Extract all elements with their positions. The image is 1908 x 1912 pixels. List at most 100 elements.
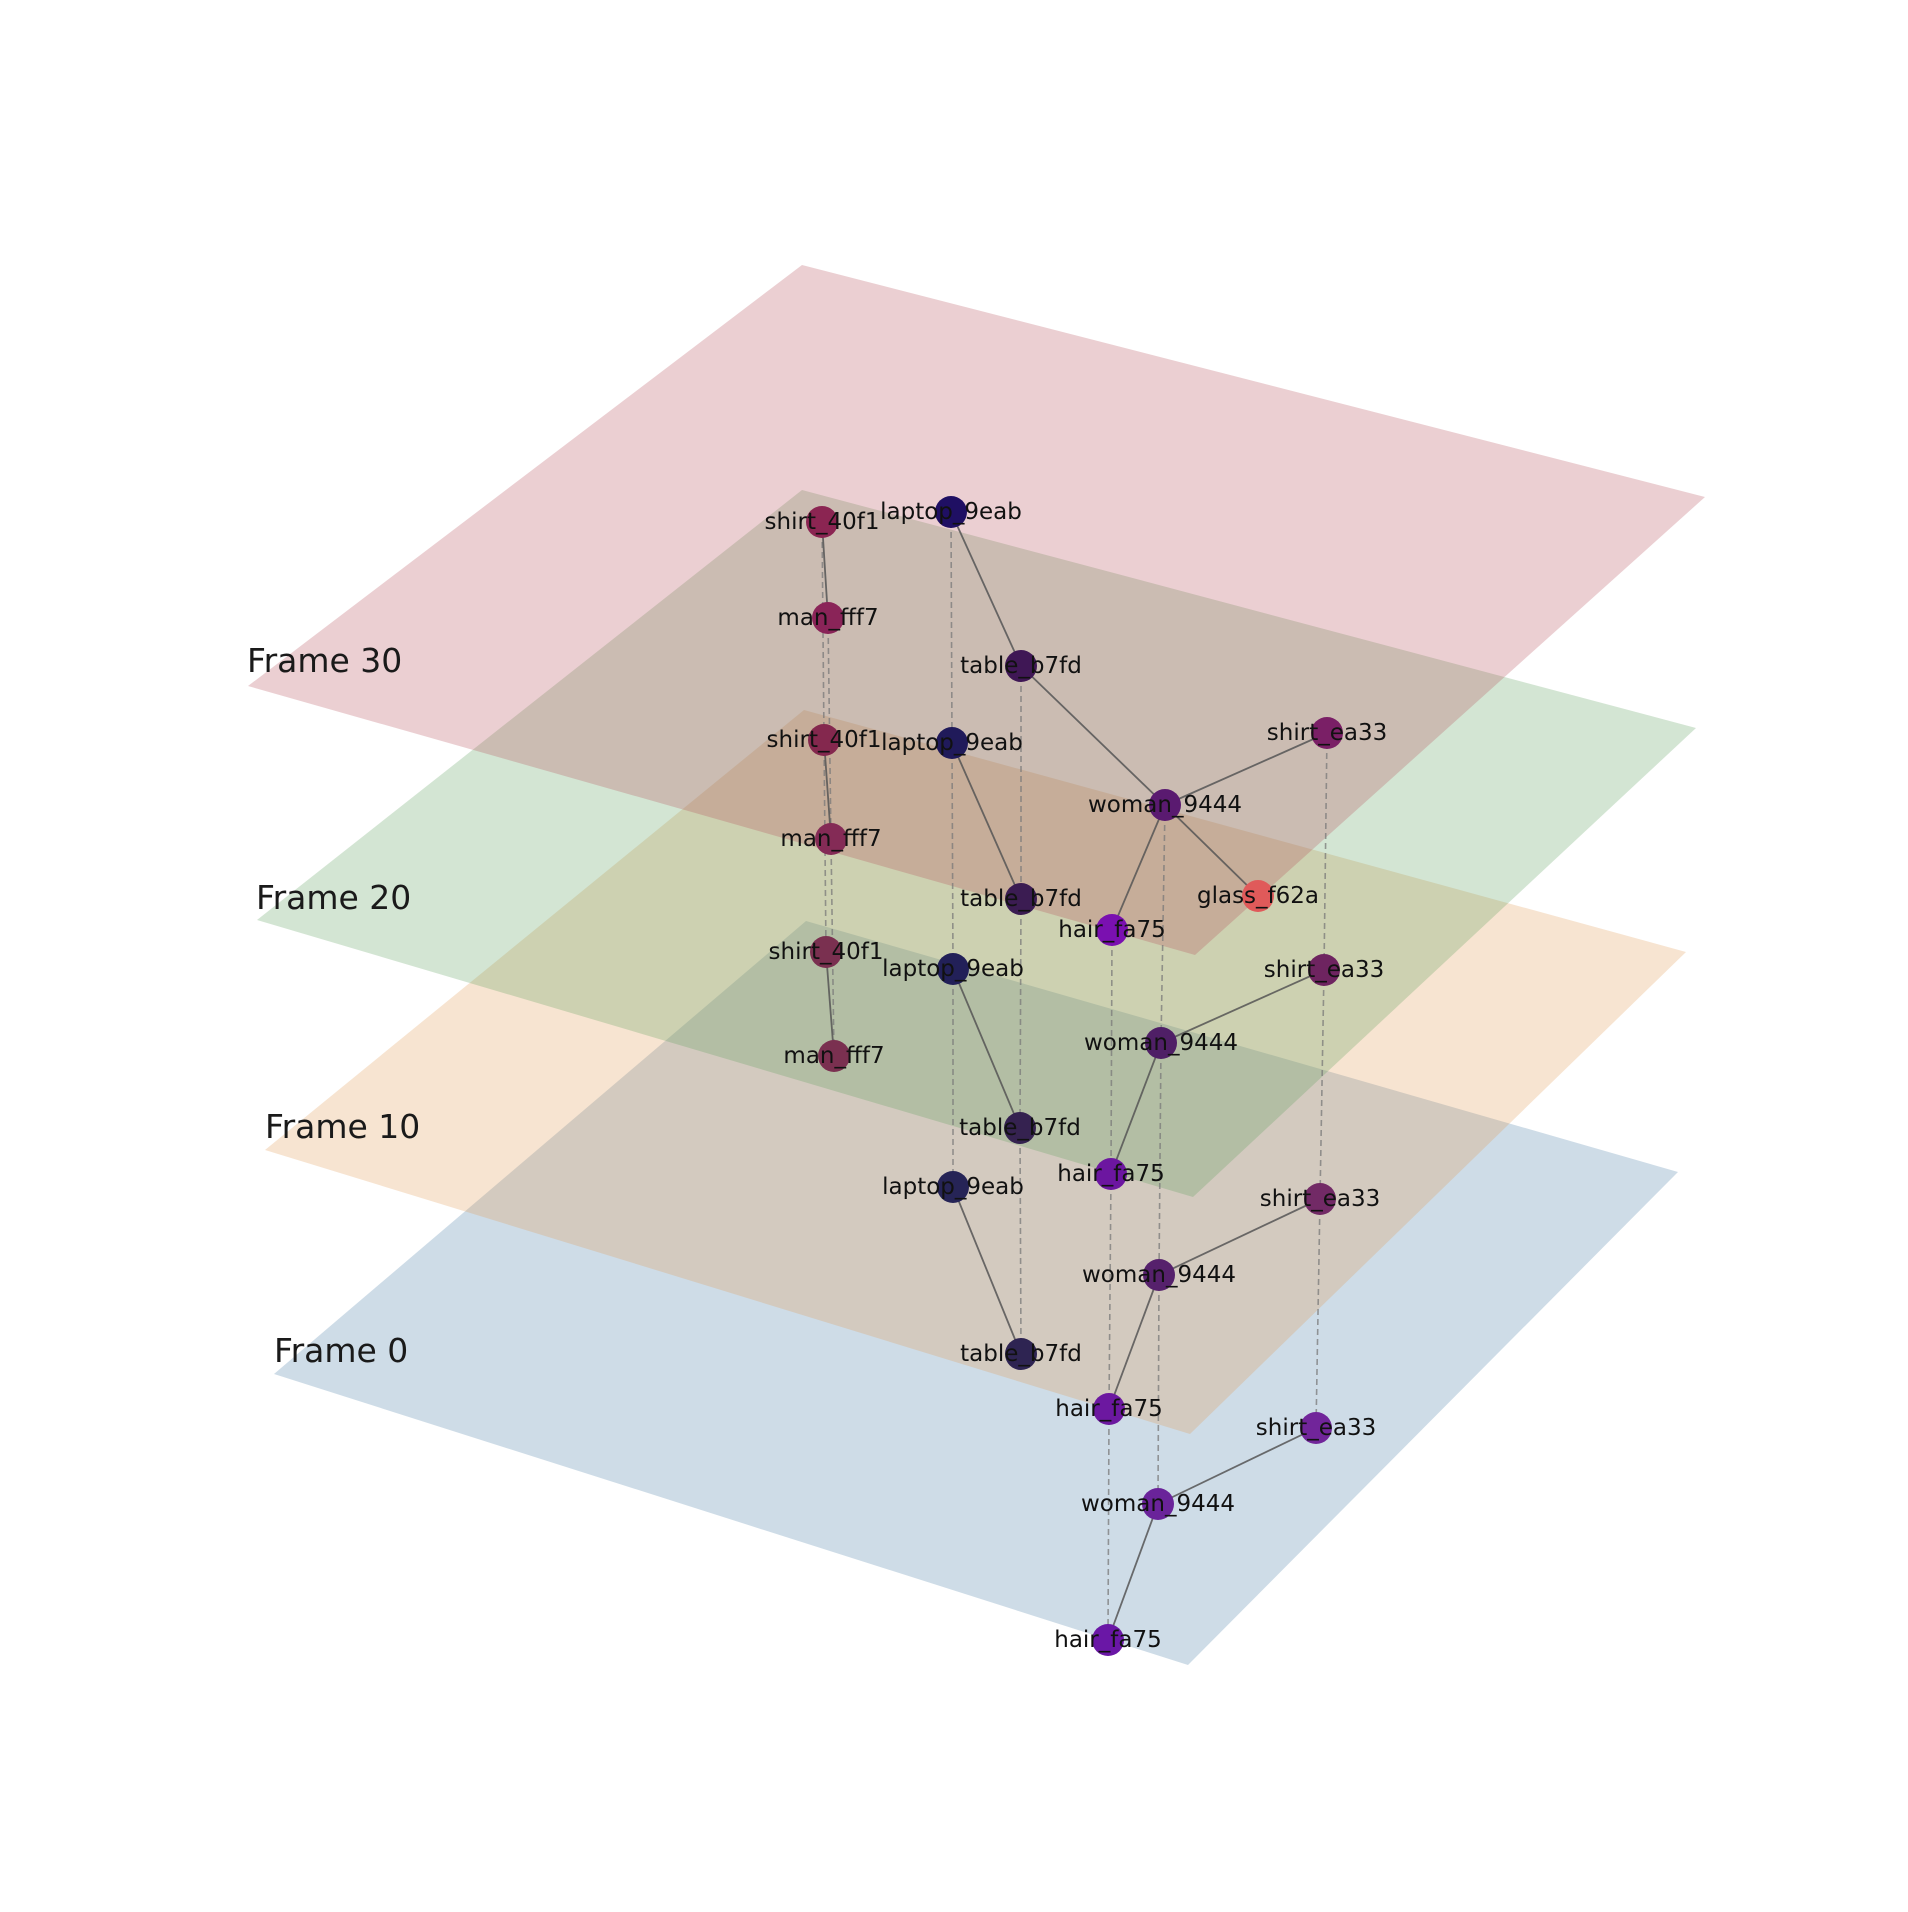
frame-30-plane: [248, 265, 1705, 955]
temporal-link-man-fff7: [830, 838, 835, 1057]
frame-label: Frame 30: [247, 641, 402, 680]
node-hair-fa75[interactable]: hair_fa75: [1055, 1393, 1163, 1425]
node-shirt-ea33[interactable]: shirt_ea33: [1260, 1183, 1380, 1215]
node-marker: [1096, 914, 1128, 946]
frame-labels: Frame 30 Frame 20 Frame 10 Frame 0: [247, 641, 420, 1370]
node-woman-9444[interactable]: woman_9444: [1081, 1488, 1235, 1520]
node-label: man_fff7: [777, 605, 878, 631]
node-marker: [1308, 954, 1340, 986]
relation-edge: [1160, 969, 1325, 1044]
relation-edge: [1108, 1274, 1160, 1410]
node-marker: [812, 602, 844, 634]
relation-edge: [823, 739, 832, 840]
node-label: table_b7fd: [959, 1115, 1081, 1141]
node-label: glass_f62a: [1197, 883, 1319, 909]
node-marker: [1095, 1158, 1127, 1190]
node-label: hair_fa75: [1054, 1627, 1161, 1653]
node-table-b7fd[interactable]: table_b7fd: [959, 1112, 1081, 1144]
node-shirt-ea33[interactable]: shirt_ea33: [1264, 954, 1384, 986]
node-marker: [1004, 1112, 1036, 1144]
node-marker: [808, 724, 840, 756]
temporal-link-table-b7fd: [1019, 898, 1022, 1129]
temporal-link-shirt-ea33: [1315, 1198, 1321, 1429]
node-laptop-9eab[interactable]: laptop_9eab: [881, 727, 1023, 759]
temporal-links: [821, 511, 1328, 1641]
node-marker: [937, 953, 969, 985]
node-label: woman_9444: [1082, 1262, 1236, 1288]
node-woman-9444[interactable]: woman_9444: [1082, 1259, 1236, 1291]
temporal-link-woman-9444: [1157, 1274, 1160, 1505]
temporal-link-table-b7fd: [1019, 1127, 1022, 1355]
relation-edge: [952, 1186, 1022, 1355]
node-marker: [1005, 650, 1037, 682]
node-hair-fa75[interactable]: hair_fa75: [1054, 1624, 1162, 1656]
node-label: table_b7fd: [960, 1341, 1082, 1367]
node-man-fff7[interactable]: man_fff7: [777, 602, 879, 634]
temporal-link-laptop-9eab: [951, 742, 954, 970]
node-label: shirt_ea33: [1267, 720, 1387, 746]
relation-edge: [1164, 732, 1328, 806]
node-label: woman_9444: [1088, 792, 1242, 818]
node-shirt-ea33[interactable]: shirt_ea33: [1256, 1412, 1376, 1444]
node-marker: [1005, 1338, 1037, 1370]
node-label: laptop_9eab: [881, 730, 1023, 756]
relation-edge: [952, 968, 1021, 1129]
node-woman-9444[interactable]: woman_9444: [1088, 789, 1242, 821]
frame-label: Frame 20: [256, 878, 411, 917]
frame-10-plane: [265, 710, 1686, 1434]
node-marker: [937, 1171, 969, 1203]
frame-label: Frame 0: [274, 1331, 408, 1370]
temporal-link-hair-fa75: [1108, 1173, 1112, 1410]
node-marker: [1092, 1624, 1124, 1656]
node-label: hair_fa75: [1055, 1396, 1162, 1422]
node-label: hair_fa75: [1058, 917, 1165, 943]
node-label: shirt_ea33: [1260, 1186, 1380, 1212]
relation-edges: [821, 511, 1328, 1641]
temporal-link-shirt-40f1: [823, 739, 827, 953]
node-label: laptop_9eab: [882, 956, 1024, 982]
node-table-b7fd[interactable]: table_b7fd: [960, 883, 1082, 915]
temporal-link-woman-9444: [1158, 1042, 1162, 1276]
node-laptop-9eab[interactable]: laptop_9eab: [880, 496, 1022, 528]
node-label: man_fff7: [783, 1043, 884, 1069]
relation-edge: [1020, 665, 1166, 806]
node-shirt-40f1[interactable]: shirt_40f1: [765, 506, 880, 538]
node-hair-fa75[interactable]: hair_fa75: [1058, 914, 1166, 946]
node-marker: [1143, 1259, 1175, 1291]
node-hair-fa75[interactable]: hair_fa75: [1057, 1158, 1165, 1190]
relation-edge: [1157, 1427, 1317, 1505]
node-laptop-9eab[interactable]: laptop_9eab: [882, 953, 1024, 985]
node-laptop-9eab[interactable]: laptop_9eab: [882, 1171, 1024, 1203]
relation-edge: [951, 742, 1022, 900]
temporal-link-shirt-ea33: [1319, 969, 1325, 1200]
node-marker: [1311, 717, 1343, 749]
relation-edge: [825, 951, 835, 1057]
node-label: table_b7fd: [960, 653, 1082, 679]
node-marker: [1149, 789, 1181, 821]
node-marker: [810, 936, 842, 968]
node-man-fff7[interactable]: man_fff7: [783, 1040, 885, 1072]
node-table-b7fd[interactable]: table_b7fd: [960, 650, 1082, 682]
node-label: woman_9444: [1081, 1491, 1235, 1517]
node-label: laptop_9eab: [880, 499, 1022, 525]
node-marker: [806, 506, 838, 538]
node-marker: [936, 727, 968, 759]
node-label: shirt_ea33: [1256, 1415, 1376, 1441]
node-man-fff7[interactable]: man_fff7: [780, 823, 882, 855]
node-marker: [815, 823, 847, 855]
frame-label: Frame 10: [265, 1107, 420, 1146]
node-marker: [818, 1040, 850, 1072]
node-shirt-ea33[interactable]: shirt_ea33: [1267, 717, 1387, 749]
node-shirt-40f1[interactable]: shirt_40f1: [767, 724, 882, 756]
node-shirt-40f1[interactable]: shirt_40f1: [769, 936, 884, 968]
node-marker: [1005, 883, 1037, 915]
node-marker: [1093, 1393, 1125, 1425]
node-table-b7fd[interactable]: table_b7fd: [960, 1338, 1082, 1370]
node-glass-f62a[interactable]: glass_f62a: [1197, 880, 1319, 912]
relation-edge: [1107, 1503, 1159, 1641]
node-marker: [1142, 1488, 1174, 1520]
node-label: laptop_9eab: [882, 1174, 1024, 1200]
node-woman-9444[interactable]: woman_9444: [1084, 1027, 1238, 1059]
